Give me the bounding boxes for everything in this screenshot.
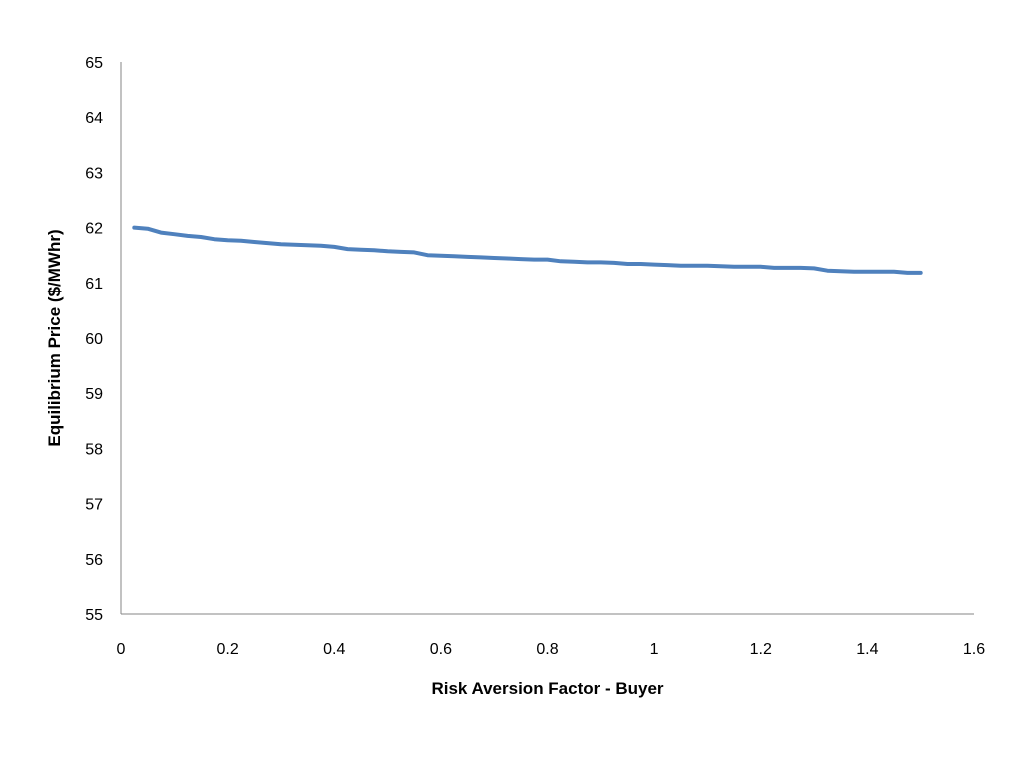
y-tick-label: 57 — [85, 497, 103, 514]
x-tick-label: 0 — [117, 641, 126, 658]
y-tick-label: 64 — [85, 110, 103, 127]
x-tick-label: 1 — [650, 641, 659, 658]
x-axis-title: Risk Aversion Factor - Buyer — [431, 679, 663, 698]
x-tick-label: 0.8 — [536, 641, 558, 658]
x-tick-label: 1.6 — [963, 641, 985, 658]
series-line — [132, 225, 923, 275]
y-tick-label: 55 — [85, 607, 103, 624]
x-tick-label: 0.2 — [217, 641, 239, 658]
y-tick-label: 56 — [85, 552, 103, 569]
y-axis-title: Equilibrium Price ($/MWhr) — [45, 229, 64, 446]
y-tick-label: 59 — [85, 386, 103, 403]
x-tick-label: 1.4 — [856, 641, 878, 658]
series-group — [132, 225, 923, 275]
axes — [120, 62, 974, 615]
y-tick-label: 61 — [85, 276, 103, 293]
y-tick-label: 62 — [85, 221, 103, 238]
x-tick-label: 0.6 — [430, 641, 452, 658]
y-tick-label: 60 — [85, 331, 103, 348]
y-tick-label: 58 — [85, 441, 103, 458]
y-tick-label: 65 — [85, 55, 103, 72]
x-tick-label: 1.2 — [750, 641, 772, 658]
y-tick-label: 63 — [85, 165, 103, 182]
x-tick-label: 0.4 — [323, 641, 345, 658]
y-tick-labels: 55 56 57 58 59 60 61 62 63 64 65 — [85, 55, 103, 624]
x-tick-labels: 0 0.2 0.4 0.6 0.8 1 1.2 1.4 1.6 — [117, 641, 986, 658]
